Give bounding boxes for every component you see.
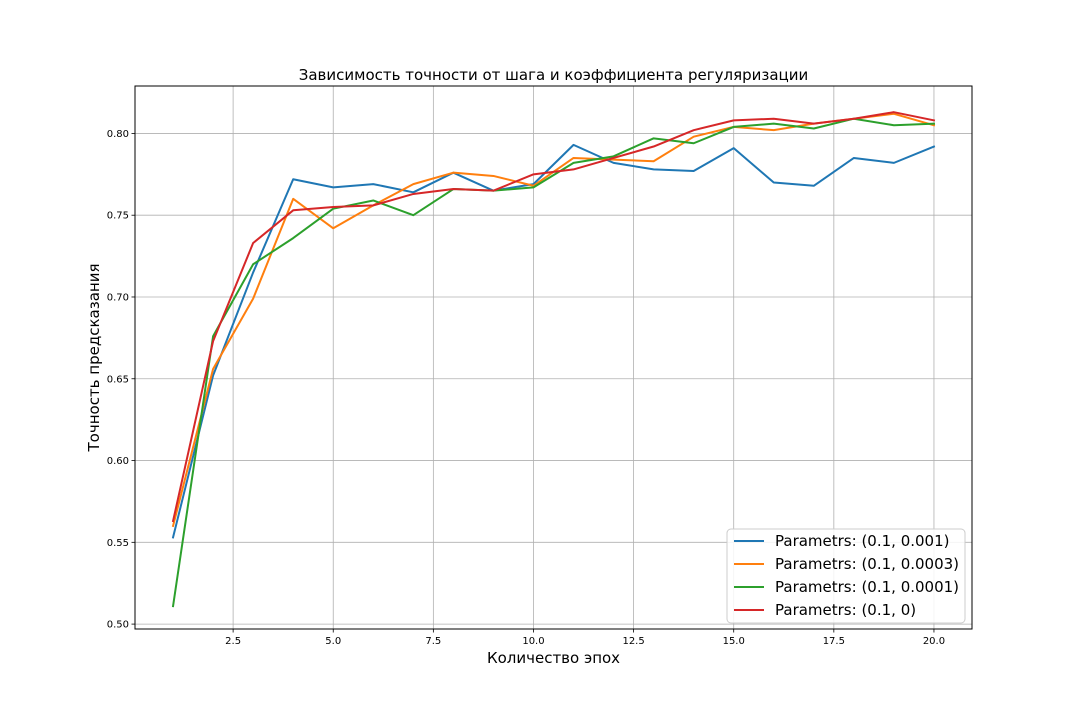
y-tick-label: 0.60 — [107, 456, 129, 467]
plot-frame — [134, 85, 973, 630]
legend-box — [726, 528, 966, 624]
x-tick-label: 15.0 — [723, 636, 745, 647]
y-axis-ticks: 0.50 0.55 0.60 0.65 0.70 0.75 0.80 — [107, 129, 135, 631]
x-tick-label: 5.0 — [325, 636, 341, 647]
legend-label-3: Parametrs: (0.1, 0.0001) — [775, 578, 959, 596]
y-tick-label: 0.80 — [107, 129, 129, 140]
x-tick-label: 20.0 — [923, 636, 945, 647]
x-tick-label: 17.5 — [823, 636, 845, 647]
chart-title: Зависимость точности от шага и коэффицие… — [299, 66, 809, 84]
x-axis-label: Количество эпох — [487, 649, 620, 667]
series-layer — [171, 111, 936, 608]
series-line-4 — [171, 111, 936, 523]
x-tick-label: 12.5 — [622, 636, 644, 647]
legend-label-4: Parametrs: (0.1, 0) — [775, 601, 916, 619]
legend-label-2: Parametrs: (0.1, 0.0003) — [775, 555, 959, 573]
x-tick-label: 10.0 — [522, 636, 544, 647]
y-tick-label: 0.50 — [107, 620, 129, 631]
series-line-3 — [171, 117, 935, 608]
y-tick-label: 0.75 — [107, 211, 129, 222]
x-tick-label: 7.5 — [425, 636, 441, 647]
x-tick-label: 2.5 — [225, 636, 241, 647]
series-line-1 — [171, 143, 936, 539]
legend: Parametrs: (0.1, 0.001) Parametrs: (0.1, … — [726, 528, 966, 624]
y-tick-label: 0.55 — [107, 538, 129, 549]
y-tick-label: 0.65 — [107, 374, 129, 385]
y-axis-label: Точность предсказания — [85, 264, 103, 453]
legend-label-1: Parametrs: (0.1, 0.001) — [775, 532, 950, 550]
x-axis-ticks: 2.5 5.0 7.5 10.0 12.5 15.0 17.5 20.0 — [225, 629, 945, 647]
y-tick-label: 0.70 — [107, 292, 129, 303]
